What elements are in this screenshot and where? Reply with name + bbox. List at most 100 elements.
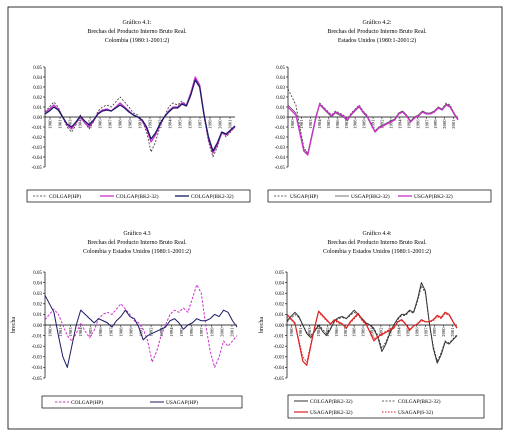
y-tick-label: -0.03	[274, 356, 285, 361]
x-tick-label: 1980	[48, 327, 53, 337]
x-tick-label: 1985	[325, 327, 330, 337]
x-tick-label: 1995	[405, 327, 410, 337]
x-tick-label: 1988	[352, 327, 357, 337]
x-tick-label: 1983	[68, 119, 73, 129]
x-tick-label: 1993	[388, 119, 393, 129]
legend-label: COLGAP(BK2-32)	[191, 193, 234, 200]
y-tick-label: -0.04	[274, 366, 285, 371]
y-tick-label: 0.01	[275, 313, 284, 318]
y-tick-label: -0.04	[275, 156, 286, 161]
x-tick-label: 1996	[188, 119, 193, 129]
chart-panel-colombia-us-hp: Gráfico 4.3 Brechas del Producto Interno…	[11, 230, 243, 409]
x-tick-label: 2001	[230, 327, 235, 337]
x-tick-label: 1999	[432, 327, 437, 337]
legend-label: COLGAP(BK2-32)	[398, 398, 441, 405]
x-tick-label: 1996	[189, 327, 194, 337]
x-tick-label: 1986	[334, 327, 339, 337]
x-tick-label: 1985	[326, 119, 331, 129]
y-tick-label: -0.04	[32, 366, 43, 371]
legend: COLGAP(BK2-32) COLGAP(BK2-32) USAGAP(BK2-3…	[294, 398, 441, 416]
chart-title-line-2: Brechas del Producto Interno Bruto Real.	[87, 29, 187, 35]
x-tick-label: 1980	[289, 327, 294, 337]
y-tick-label: -0.05	[274, 377, 285, 382]
x-tick-label: 2001	[450, 327, 455, 337]
x-tick-label: 1992	[148, 119, 153, 129]
x-tick-label: 1988	[118, 327, 123, 337]
y-tick-label: 0.04	[33, 76, 42, 81]
x-tick-label: 1980	[48, 119, 53, 129]
y-tick-label: 0.01	[33, 106, 42, 111]
x-tick-label: 1996	[414, 327, 419, 337]
legend-label: COLGAP(HP)	[49, 193, 81, 200]
plot-area: 0.05 0.04 0.03 0.02 0.01 0.00 -0.01 -0.02 -0.03 -…	[32, 271, 238, 382]
x-tick-label: 1994	[396, 327, 401, 337]
y-tick-label: 0.02	[33, 303, 42, 308]
x-tick-label: 1992	[380, 119, 385, 129]
chart-title-line-2: Brechas del Producto Interno Bruto Real.	[327, 29, 427, 35]
y-tick-label: -0.05	[275, 166, 286, 171]
y-tick-label: -0.03	[32, 356, 43, 361]
x-tick-label: 1993	[387, 327, 392, 337]
x-tick-label: 1991	[138, 119, 143, 129]
series-line	[44, 295, 238, 368]
x-tick-label: 1987	[343, 327, 348, 337]
series-line	[44, 284, 238, 368]
x-tick-label: 1999	[209, 327, 214, 337]
plot-area: 0.05 0.04 0.03 0.02 0.01 0.00 -0.01 -0.02 -0.03 -…	[32, 66, 236, 171]
y-tick-label: 0.00	[276, 116, 285, 121]
chart-panel-colombia-us-bk: Gráfico 4.4: Brechas del Producto Intern…	[259, 230, 485, 419]
y-tick-label: 0.02	[276, 96, 285, 101]
x-tick-label: 1991	[139, 327, 144, 337]
x-tick-label: 1984	[78, 119, 83, 129]
y-tick-label: 0.00	[275, 324, 284, 329]
chart-panel-colombia: Gráfico 4.1: Brechas del Producto Intern…	[26, 19, 251, 203]
y-tick-label: 0.00	[33, 116, 42, 121]
legend-label: COLGAP(BK2-32)	[310, 398, 353, 405]
y-tick-label: 0.05	[276, 66, 285, 71]
chart-title-line-1: Gráfico 4.4:	[363, 230, 392, 237]
legend-label: COLGAP(HP)	[71, 399, 103, 406]
x-tick-label: 1997	[198, 119, 203, 129]
x-tick-label: 1991	[371, 119, 376, 129]
x-tick-label: 1983	[307, 327, 312, 337]
x-tick-label: 1987	[108, 119, 113, 129]
x-tick-label: 1987	[108, 327, 113, 337]
x-tick-label: 1988	[118, 119, 123, 129]
x-tick-label: 2000	[219, 327, 224, 337]
y-tick-label: -0.04	[32, 156, 43, 161]
y-tick-label: -0.03	[275, 146, 286, 151]
y-tick-label: -0.05	[32, 166, 43, 171]
x-tick-label: 1999	[433, 119, 438, 129]
y-tick-label: -0.02	[275, 136, 286, 141]
legend-box	[267, 189, 492, 203]
plot-area: 0.05 0.04 0.03 0.02 0.01 0.00 -0.01 -0.02 -0.03 -…	[275, 66, 459, 171]
x-tick-label: 1989	[362, 119, 367, 129]
x-tick-label: 1997	[424, 119, 429, 129]
x-tick-label: 1986	[335, 119, 340, 129]
legend: USGAP(HP) USGAP(BK2-32) USGAP(BK2-32)	[274, 193, 453, 200]
legend-label: USAGAP(HP)	[166, 399, 198, 406]
series-line	[286, 311, 458, 363]
y-tick-label: -0.01	[32, 334, 43, 339]
x-tick-label: 1980	[290, 119, 295, 129]
legend-box	[26, 189, 251, 203]
x-tick-label: 1985	[88, 327, 93, 337]
legend: COLGAP(HP) USAGAP(HP)	[55, 399, 198, 406]
y-tick-label: 0.04	[275, 281, 284, 286]
x-tick-label: 1983	[308, 119, 313, 129]
x-tick-label: 2000	[218, 119, 223, 129]
x-tick-label: 1989	[361, 327, 366, 337]
y-tick-label: 0.03	[33, 292, 42, 297]
plot-area: 0.05 0.04 0.03 0.02 0.01 0.00 -0.01 -0.02 -0.03 -…	[274, 271, 458, 382]
y-tick-label: -0.03	[32, 146, 43, 151]
y-tick-label: -0.02	[32, 136, 43, 141]
y-tick-label: 0.00	[33, 324, 42, 329]
x-tick-label: 1991	[370, 327, 375, 337]
legend-label: USGAP(BK2-32)	[414, 193, 453, 200]
y-tick-label: -0.01	[32, 126, 43, 131]
x-tick-label: 1994	[397, 119, 402, 129]
x-tick-label: 1995	[406, 119, 411, 129]
y-tick-label: -0.05	[32, 377, 43, 382]
x-tick-label: 2001	[451, 119, 456, 129]
